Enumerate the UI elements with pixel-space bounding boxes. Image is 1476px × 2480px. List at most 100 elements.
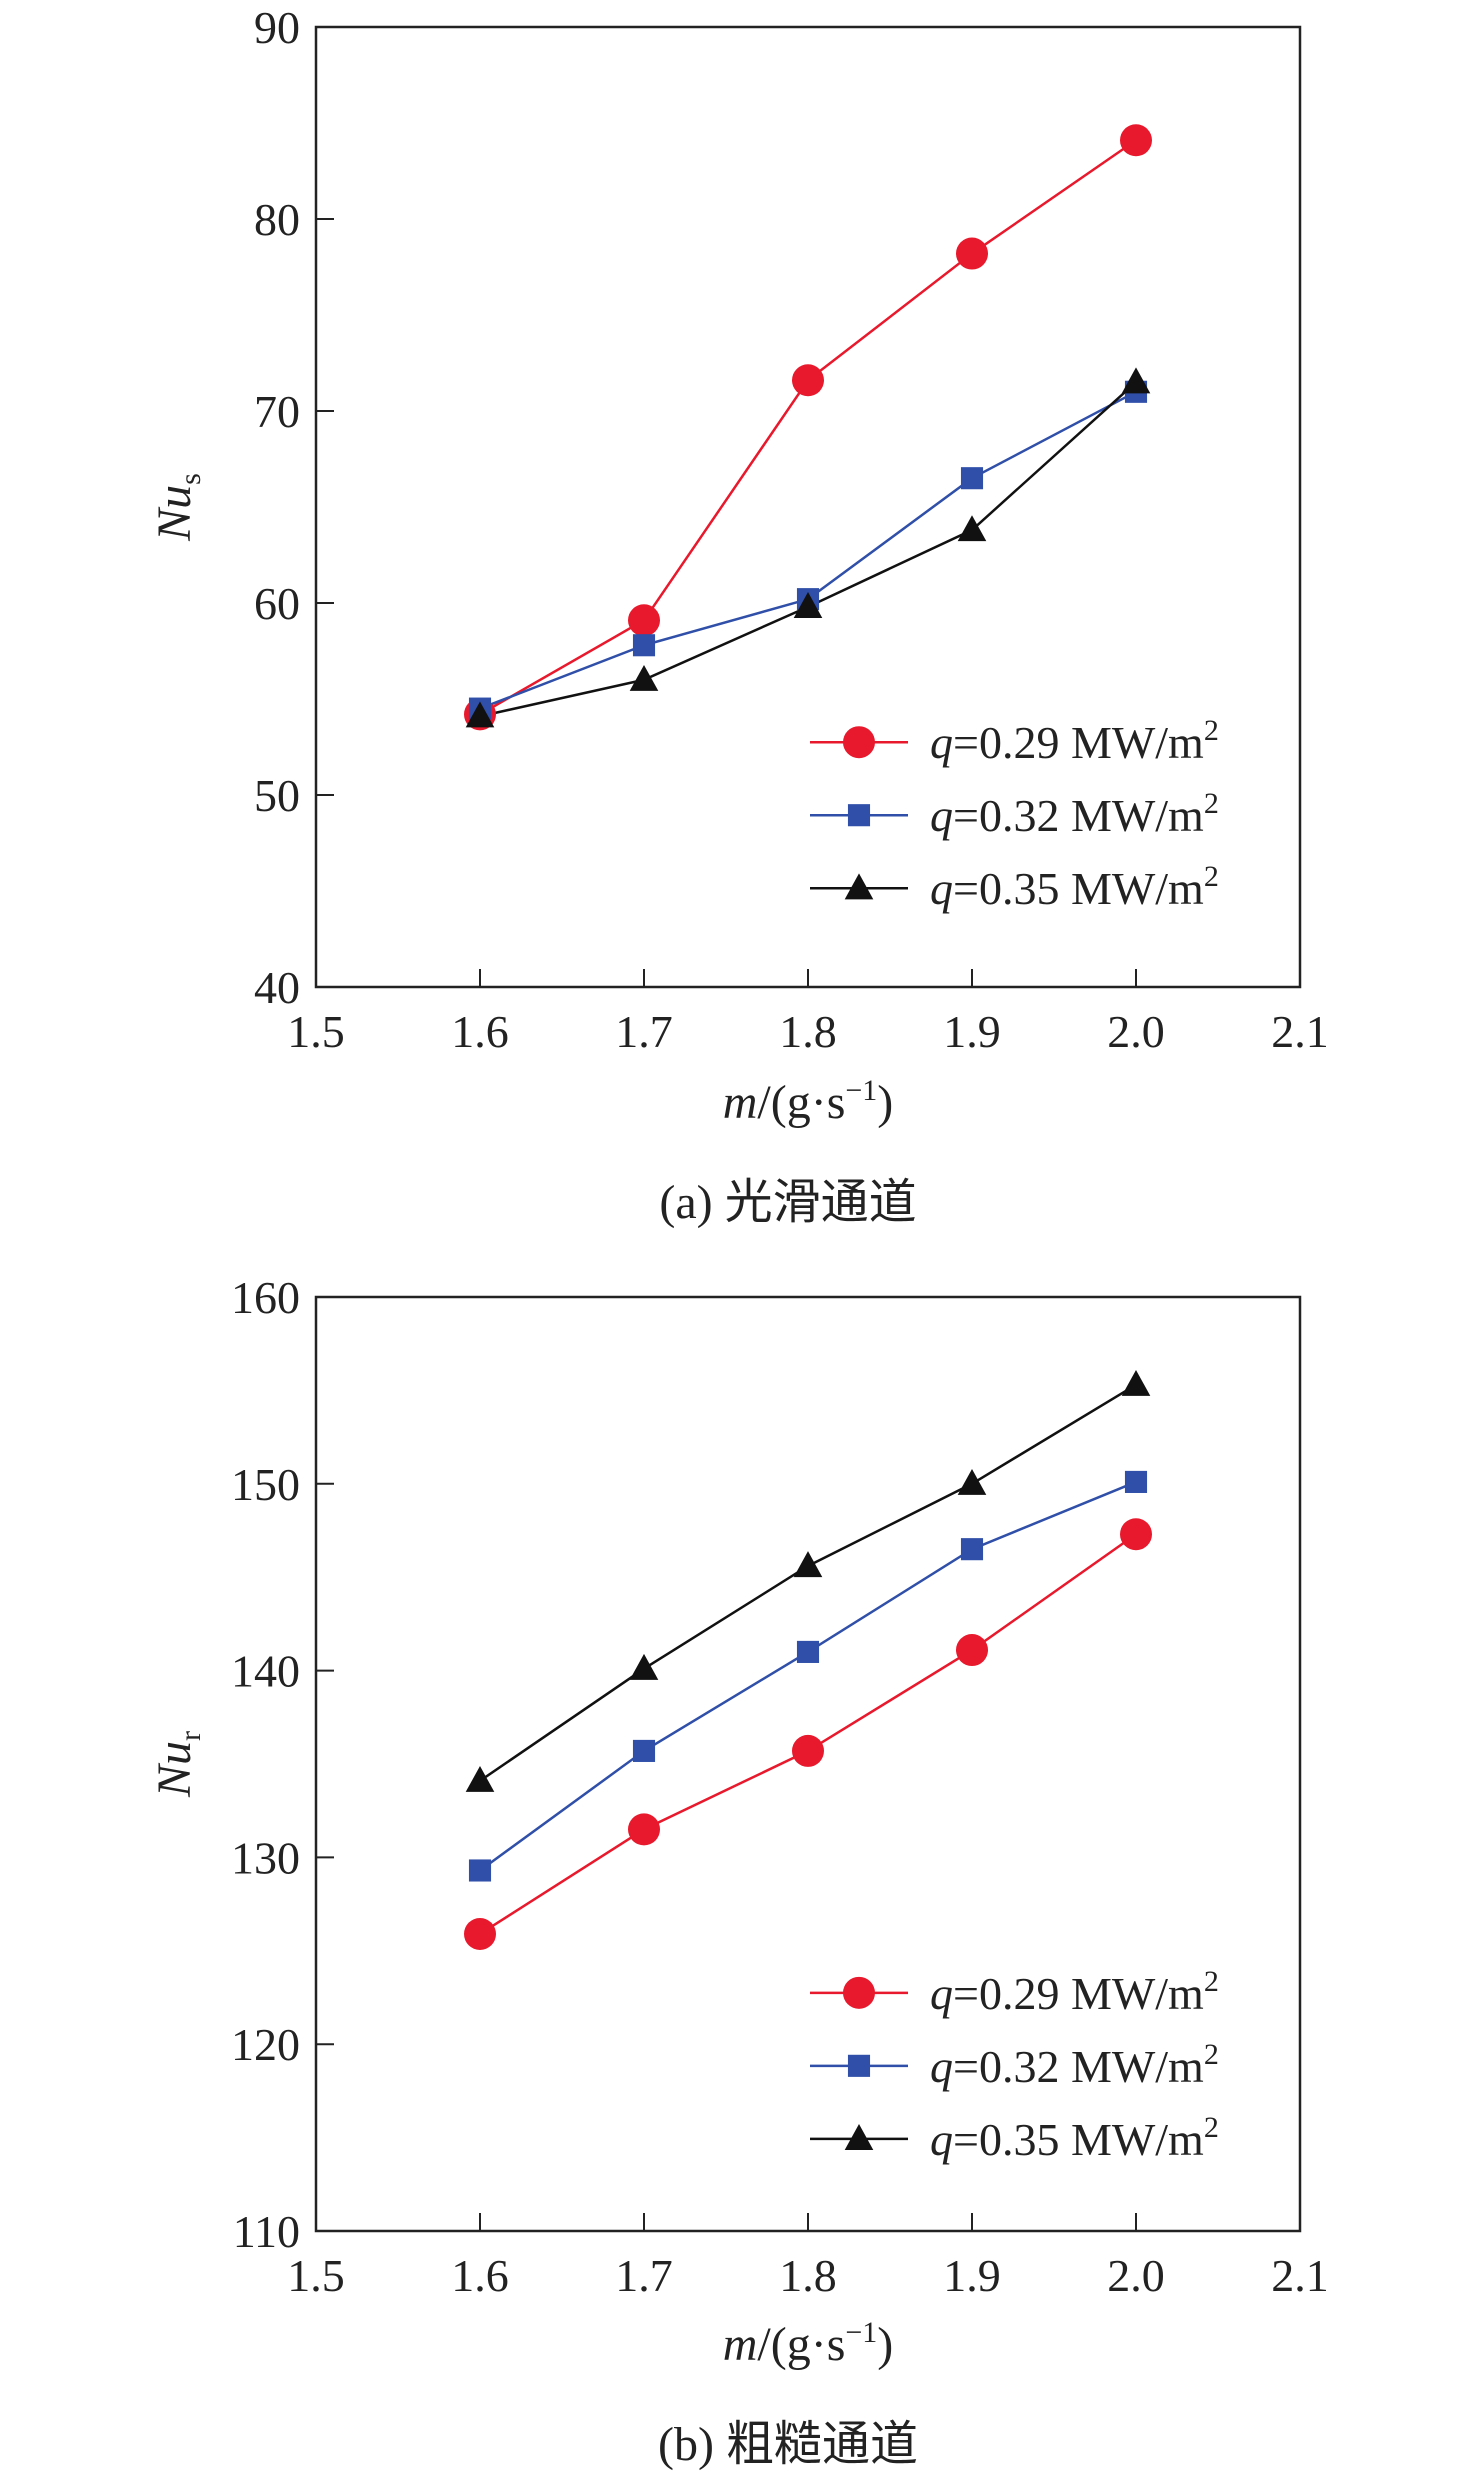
data-point-square [1124, 1470, 1148, 1493]
legend-sup: 2 [1204, 787, 1219, 820]
legend-label: q=0.35 MW/m2 [930, 2111, 1219, 2165]
data-point-triangle [629, 664, 659, 691]
x-tick-label: 2.0 [1107, 1006, 1165, 1057]
y-tick-label: 130 [231, 1832, 300, 1883]
data-point-circle [628, 1813, 660, 1846]
legend-sup: 2 [1204, 2038, 1219, 2071]
legend-item: q=0.29 MW/m2 [810, 714, 1219, 768]
x-label-unit: /(g·s [757, 2318, 845, 2371]
legend-item: q=0.35 MW/m2 [810, 2111, 1219, 2165]
legend-sup: 2 [1204, 714, 1219, 747]
data-point-triangle [465, 1765, 495, 1792]
x-tick-label: 1.5 [287, 2250, 345, 2301]
chart-smooth-channel: 1.5 1.6 1.7 1.8 1.9 2.0 2.1 40 50 60 70 80 90 m/(g·s−… [148, 2, 1329, 1229]
legend-label: q=0.29 MW/m2 [930, 714, 1219, 768]
x-label-sup: −1 [845, 2316, 877, 2349]
y-label-var: Nu [148, 485, 201, 542]
data-point-circle [1120, 124, 1152, 157]
y-tick-label: 140 [231, 1646, 300, 1697]
legend-marker-triangle [844, 2124, 874, 2150]
legend-q: q [930, 863, 953, 914]
x-label-var: m [723, 2318, 758, 2371]
chart-rough-channel: 1.5 1.6 1.7 1.8 1.9 2.0 2.1 110 120 130 140 150 160 m… [148, 1272, 1329, 2471]
data-point-square [960, 1538, 984, 1561]
series-line-1 [479, 1480, 1137, 1872]
y-tick-label: 90 [254, 2, 300, 53]
legend-marker-circle [843, 1976, 875, 2009]
legend-label: q=0.29 MW/m2 [930, 1965, 1219, 2019]
data-point-circle [956, 1634, 988, 1667]
y-tick-label: 60 [254, 578, 300, 629]
legend-item: q=0.32 MW/m2 [810, 2038, 1219, 2092]
data-point-triangle [793, 1551, 823, 1578]
legend-marker-circle [843, 726, 875, 759]
legend-item: q=0.32 MW/m2 [810, 787, 1219, 841]
data-point-square [796, 1640, 820, 1663]
legend-item: q=0.29 MW/m2 [810, 1965, 1219, 2019]
y-label-sub: r [174, 1731, 207, 1741]
y-tick-label: 110 [233, 2206, 300, 2257]
data-point-circle [464, 1917, 496, 1950]
x-tick-label: 1.9 [943, 2250, 1001, 2301]
data-point-triangle [1121, 1369, 1151, 1396]
legend-sup: 2 [1204, 1965, 1219, 1998]
legend-q: q [930, 717, 953, 768]
data-point-triangle [629, 1653, 659, 1680]
legend-value: =0.29 MW/m [953, 1968, 1204, 2019]
data-point-circle [628, 604, 660, 637]
legend-value: =0.32 MW/m [953, 2041, 1204, 2092]
data-point-triangle [1121, 367, 1151, 394]
series-line-2 [479, 1383, 1137, 1782]
y-tick-label: 40 [254, 962, 300, 1013]
data-point-circle [1120, 1518, 1152, 1551]
legend-value: =0.32 MW/m [953, 790, 1204, 841]
x-tick-label: 1.8 [779, 2250, 837, 2301]
series-line-2 [479, 381, 1137, 718]
x-tick-label: 1.6 [451, 1006, 509, 1057]
data-point-triangle [957, 515, 987, 542]
x-label-sup: −1 [845, 1074, 877, 1107]
series-line-0 [479, 139, 1137, 716]
x-tick-label: 1.5 [287, 1006, 345, 1057]
data-point-circle [956, 237, 988, 270]
x-label-unit: /(g·s [757, 1076, 845, 1129]
x-tick-label: 2.1 [1271, 1006, 1329, 1057]
x-tick-label: 1.6 [451, 2250, 509, 2301]
y-label-var: Nu [148, 1741, 201, 1798]
legend-q: q [930, 790, 953, 841]
data-point-circle [792, 364, 824, 397]
legend-sup: 2 [1204, 860, 1219, 893]
data-point-triangle [957, 1468, 987, 1495]
data-point-square [468, 1859, 492, 1882]
y-axis-label: Nus [148, 473, 207, 542]
y-tick-label: 70 [254, 386, 300, 437]
x-tick-label: 1.8 [779, 1006, 837, 1057]
y-tick-label: 80 [254, 194, 300, 245]
legend-q: q [930, 1968, 953, 2019]
x-axis-label: m/(g·s−1) [723, 2316, 894, 2371]
x-label-var: m [723, 1076, 758, 1129]
legend-q: q [930, 2114, 953, 2165]
data-point-square [960, 467, 984, 490]
y-axis-label: Nur [148, 1731, 207, 1798]
legend-marker-square [847, 2054, 871, 2077]
x-tick-label: 1.7 [615, 2250, 673, 2301]
legend-marker-triangle [844, 873, 874, 900]
x-tick-label: 1.7 [615, 1006, 673, 1057]
data-point-square [632, 634, 656, 657]
x-tick-label: 2.1 [1271, 2250, 1329, 2301]
legend-value: =0.35 MW/m [953, 2114, 1204, 2165]
data-point-triangle [465, 701, 495, 728]
y-tick-label: 50 [254, 770, 300, 821]
legend-label: q=0.32 MW/m2 [930, 787, 1219, 841]
data-point-triangle [793, 592, 823, 618]
x-label-close: ) [877, 2318, 893, 2371]
plot-frame [314, 25, 1302, 989]
legend-value: =0.29 MW/m [953, 717, 1204, 768]
y-tick-label: 150 [231, 1459, 300, 1510]
legend-marker-square [847, 804, 871, 827]
data-point-circle [792, 1734, 824, 1767]
legend-label: q=0.35 MW/m2 [930, 860, 1219, 914]
legend-value: =0.35 MW/m [953, 863, 1204, 914]
